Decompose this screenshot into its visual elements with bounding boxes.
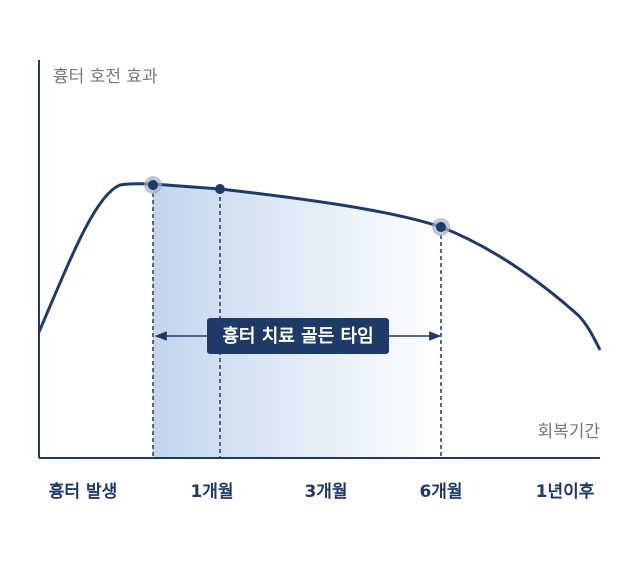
annotation: 흉터 치료 골든 타임 bbox=[222, 325, 373, 347]
point bbox=[436, 222, 446, 232]
annotation-box bbox=[207, 318, 389, 354]
x-label: 1년이후 bbox=[536, 481, 595, 502]
curve bbox=[37, 182, 602, 351]
x-axis-label: 회복기간 bbox=[537, 422, 600, 442]
x-label: 6개월 bbox=[419, 482, 462, 502]
point bbox=[148, 180, 158, 190]
x-label: 흉터 발생 bbox=[49, 481, 117, 502]
point bbox=[215, 184, 225, 194]
y-axis-label: 흉터 호전 효과 bbox=[53, 67, 158, 87]
x-label: 1개월 bbox=[190, 482, 233, 502]
x-label: 3개월 bbox=[304, 482, 347, 502]
